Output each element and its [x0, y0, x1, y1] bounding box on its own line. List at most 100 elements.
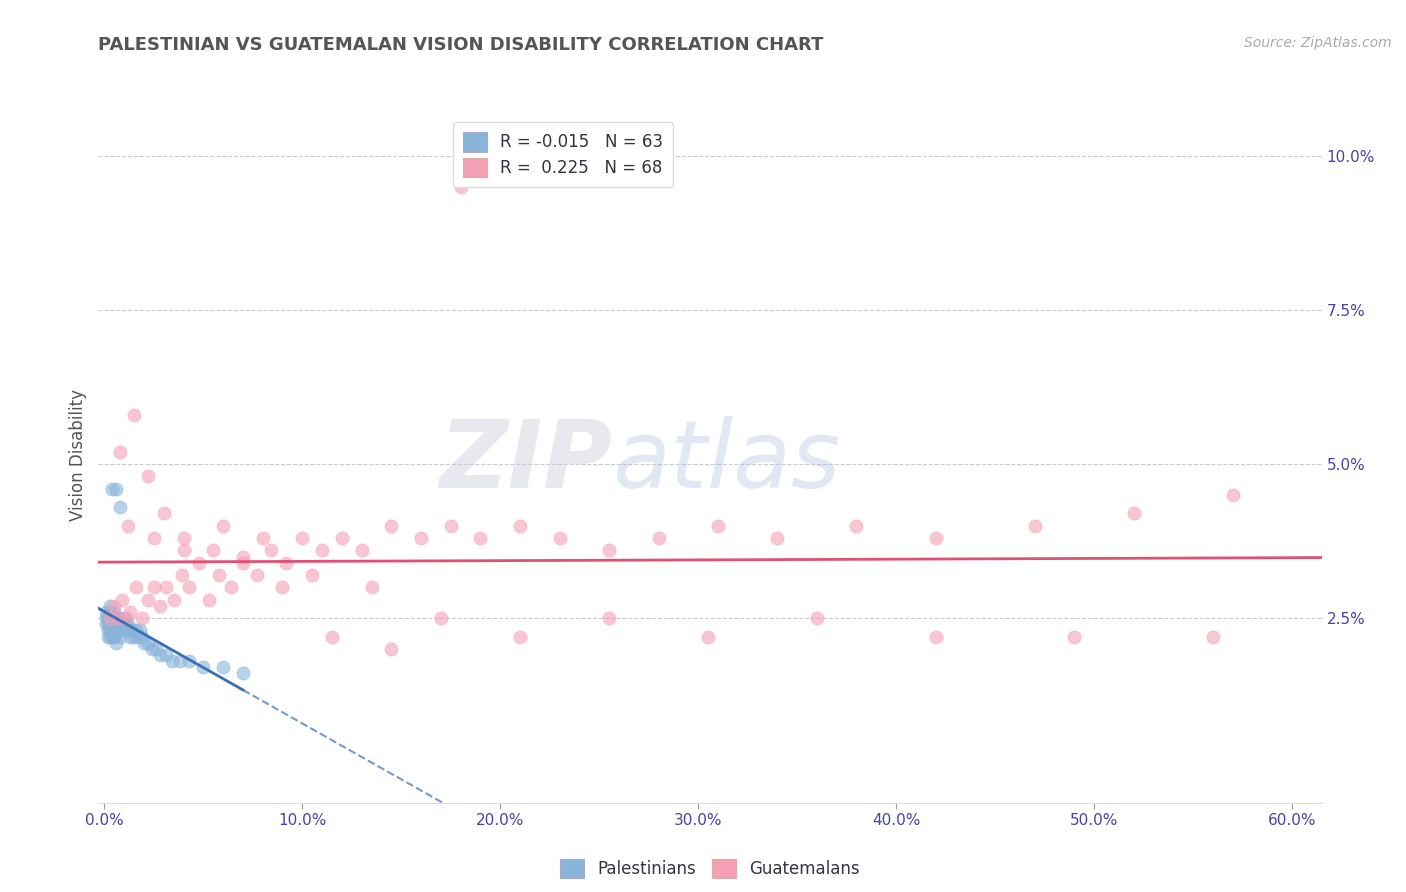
Point — [108, 624, 131, 638]
Point — [103, 611, 125, 625]
Point — [97, 624, 120, 638]
Point — [162, 592, 184, 607]
Point — [125, 624, 148, 638]
Text: Source: ZipAtlas.com: Source: ZipAtlas.com — [1244, 36, 1392, 50]
Point — [97, 617, 120, 632]
Point — [155, 580, 177, 594]
Point — [440, 518, 463, 533]
Point — [1122, 507, 1144, 521]
Point — [179, 580, 201, 594]
Point — [103, 617, 125, 632]
Point — [101, 617, 124, 632]
Point — [697, 630, 720, 644]
Point — [115, 624, 138, 638]
Point — [101, 624, 124, 638]
Point — [120, 630, 142, 644]
Point — [122, 408, 145, 422]
Point — [152, 507, 174, 521]
Point — [122, 630, 145, 644]
Point — [219, 580, 242, 594]
Point — [117, 518, 139, 533]
Point — [120, 605, 142, 619]
Point — [141, 641, 163, 656]
Point — [259, 543, 281, 558]
Point — [127, 630, 149, 644]
Point — [160, 654, 183, 668]
Point — [155, 648, 177, 662]
Point — [179, 654, 201, 668]
Point — [193, 660, 215, 674]
Point — [149, 648, 172, 662]
Point — [1024, 518, 1046, 533]
Point — [105, 617, 128, 632]
Point — [129, 624, 152, 638]
Point — [924, 531, 946, 545]
Point — [98, 624, 121, 638]
Legend: Palestinians, Guatemalans: Palestinians, Guatemalans — [554, 853, 866, 885]
Point — [107, 624, 129, 638]
Point — [598, 611, 620, 625]
Point — [212, 660, 235, 674]
Point — [766, 531, 789, 545]
Point — [111, 624, 134, 638]
Point — [105, 482, 128, 496]
Point — [101, 630, 124, 644]
Point — [131, 611, 153, 625]
Point — [548, 531, 571, 545]
Point — [806, 611, 828, 625]
Point — [450, 180, 472, 194]
Point — [707, 518, 730, 533]
Point — [121, 624, 143, 638]
Y-axis label: Vision Disability: Vision Disability — [69, 389, 87, 521]
Point — [117, 624, 139, 638]
Point — [125, 580, 148, 594]
Point — [111, 592, 134, 607]
Point — [136, 636, 159, 650]
Point — [845, 518, 868, 533]
Point — [112, 611, 135, 625]
Point — [321, 630, 343, 644]
Point — [142, 580, 165, 594]
Point — [232, 556, 254, 570]
Point — [380, 518, 402, 533]
Point — [97, 611, 120, 625]
Point — [96, 611, 118, 625]
Point — [96, 605, 118, 619]
Point — [103, 605, 125, 619]
Text: atlas: atlas — [612, 417, 841, 508]
Point — [271, 580, 294, 594]
Point — [188, 556, 211, 570]
Point — [291, 531, 314, 545]
Point — [108, 617, 131, 632]
Point — [173, 531, 195, 545]
Point — [202, 543, 225, 558]
Point — [470, 531, 492, 545]
Point — [246, 568, 269, 582]
Point — [276, 556, 298, 570]
Point — [107, 611, 129, 625]
Point — [108, 630, 131, 644]
Point — [105, 611, 128, 625]
Point — [108, 500, 131, 515]
Text: PALESTINIAN VS GUATEMALAN VISION DISABILITY CORRELATION CHART: PALESTINIAN VS GUATEMALAN VISION DISABIL… — [98, 36, 824, 54]
Point — [120, 624, 142, 638]
Point — [101, 611, 124, 625]
Point — [1063, 630, 1085, 644]
Point — [1222, 488, 1244, 502]
Point — [131, 630, 153, 644]
Point — [97, 630, 120, 644]
Point — [173, 543, 195, 558]
Point — [169, 654, 191, 668]
Point — [101, 482, 124, 496]
Point — [105, 624, 128, 638]
Point — [107, 617, 129, 632]
Point — [350, 543, 373, 558]
Point — [107, 611, 129, 625]
Point — [112, 624, 135, 638]
Point — [96, 617, 118, 632]
Point — [132, 636, 155, 650]
Point — [924, 630, 946, 644]
Point — [232, 666, 254, 681]
Point — [170, 568, 193, 582]
Point — [103, 599, 125, 613]
